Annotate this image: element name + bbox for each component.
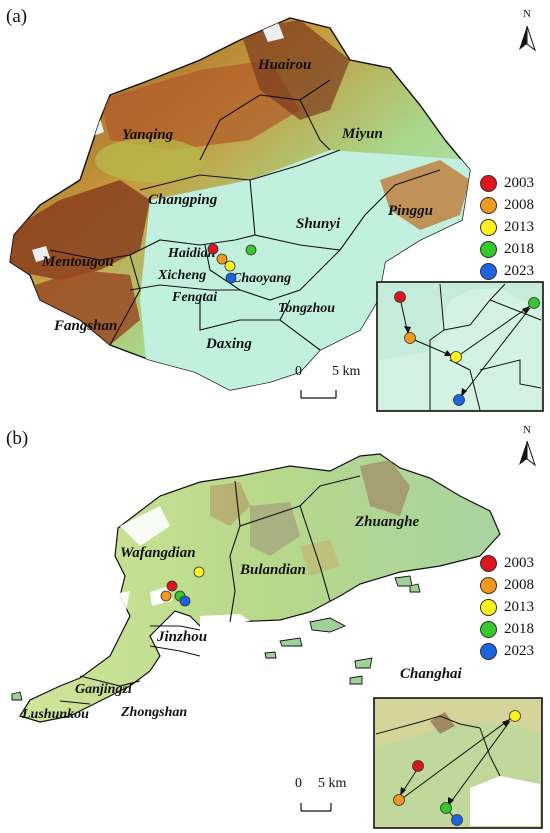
district-label-ganjingzi: Ganjingzi bbox=[75, 682, 132, 697]
panel-a-beijing-map: (a) bbox=[0, 0, 550, 416]
point-2018 bbox=[245, 244, 257, 256]
inset-point-2023 bbox=[453, 394, 465, 406]
islands bbox=[11, 575, 421, 701]
north-arrow-icon bbox=[519, 440, 536, 467]
district-label-xicheng: Xicheng bbox=[157, 268, 206, 283]
district-label-bulandian: Bulandian bbox=[239, 562, 306, 578]
district-label-shunyi: Shunyi bbox=[296, 216, 341, 232]
north-label-b: N bbox=[523, 424, 531, 436]
legend-item: 2003 bbox=[480, 552, 534, 574]
inset-point-2018 bbox=[528, 297, 540, 309]
legend-year: 2018 bbox=[504, 620, 534, 637]
panel-b-dalian-map: (b) bbox=[0, 416, 550, 833]
legend-year: 2018 bbox=[504, 240, 534, 257]
legend-year: 2003 bbox=[504, 174, 534, 191]
legend-dot-2008 bbox=[480, 196, 497, 214]
district-label-jinzhou: Jinzhou bbox=[156, 629, 207, 645]
dalian-center-points bbox=[160, 566, 205, 607]
district-label-changping: Changping bbox=[148, 192, 218, 208]
district-label-daxing: Daxing bbox=[205, 336, 252, 352]
district-label-chaoyang: Chaoyang bbox=[232, 271, 291, 286]
point-2008 bbox=[160, 590, 172, 602]
point-2013 bbox=[224, 260, 236, 272]
legend-item: 2013 bbox=[480, 596, 534, 618]
scale-zero-a: 0 bbox=[295, 364, 302, 379]
inset-point-2003 bbox=[412, 760, 424, 772]
legend-item: 2008 bbox=[480, 194, 534, 216]
district-label-tongzhou: Tongzhou bbox=[278, 301, 335, 316]
point-2003 bbox=[166, 580, 178, 592]
district-label-huairou: Huairou bbox=[257, 57, 311, 73]
district-label-lushunkou: Lushunkou bbox=[21, 707, 89, 722]
inset-point-2018 bbox=[440, 802, 452, 814]
north-label-a-wrap: N bbox=[515, 8, 539, 20]
panel-label-b: (b) bbox=[6, 428, 29, 449]
district-label-zhuanghe: Zhuanghe bbox=[354, 514, 420, 530]
district-label-wafangdian: Wafangdian bbox=[120, 545, 196, 561]
dalian-map-svg: Zhuanghe Wafangdian Bulandian Jinzhou Ch… bbox=[11, 440, 543, 829]
district-label-mentougou: Mentougou bbox=[41, 254, 114, 270]
legend-dot-2023 bbox=[480, 642, 497, 660]
legend-year: 2013 bbox=[504, 218, 534, 235]
point-2023 bbox=[225, 272, 237, 284]
district-label-miyun: Miyun bbox=[341, 126, 383, 142]
beijing-map-svg: Huairou Yanqing Miyun Changping Pinggu S… bbox=[9, 17, 544, 412]
scale-bar-b bbox=[300, 803, 332, 812]
north-arrow-icon bbox=[519, 25, 536, 52]
scale-distance-b: 5 km bbox=[318, 776, 347, 791]
district-label-changhai: Changhai bbox=[400, 666, 463, 682]
legend-year: 2008 bbox=[504, 576, 534, 593]
inset-point-2013 bbox=[509, 710, 521, 722]
point-2003 bbox=[207, 243, 219, 255]
legend-year: 2003 bbox=[504, 554, 534, 571]
legend-dot-2018 bbox=[480, 240, 497, 258]
legend-year: 2013 bbox=[504, 598, 534, 615]
legend-item: 2003 bbox=[480, 172, 534, 194]
inset-point-2008 bbox=[404, 332, 416, 344]
beijing-district-labels: Huairou Yanqing Miyun Changping Pinggu S… bbox=[41, 57, 433, 352]
legend-dot-2003 bbox=[480, 554, 497, 572]
legend-item: 2023 bbox=[480, 640, 534, 662]
north-label-a: N bbox=[523, 8, 531, 20]
legend-item: 2013 bbox=[480, 216, 534, 238]
north-label-b-wrap: N bbox=[515, 424, 539, 436]
legend-b: 2003 2008 2013 2018 2023 bbox=[480, 552, 534, 662]
district-label-fangshan: Fangshan bbox=[53, 318, 117, 334]
scale-bar-a bbox=[300, 390, 337, 399]
point-2008 bbox=[216, 253, 228, 265]
legend-dot-2013 bbox=[480, 598, 497, 616]
legend-dot-2013 bbox=[480, 218, 497, 236]
inset-point-2003 bbox=[394, 291, 406, 303]
legend-year: 2008 bbox=[504, 196, 534, 213]
legend-year: 2023 bbox=[504, 642, 534, 659]
inset-point-2023 bbox=[451, 814, 463, 826]
legend-dot-2008 bbox=[480, 576, 497, 594]
inset-point-2008 bbox=[393, 794, 405, 806]
point-2023 bbox=[179, 595, 191, 607]
legend-dot-2023 bbox=[480, 262, 497, 280]
legend-item: 2023 bbox=[480, 260, 534, 282]
panel-label-a: (a) bbox=[6, 6, 28, 27]
scale-distance-a: 5 km bbox=[332, 364, 361, 379]
point-2013 bbox=[193, 566, 205, 578]
legend-dot-2003 bbox=[480, 174, 497, 192]
legend-item: 2018 bbox=[480, 238, 534, 260]
legend-a: 2003 2008 2013 2018 2023 bbox=[480, 172, 534, 282]
legend-item: 2018 bbox=[480, 618, 534, 640]
dalian-inset bbox=[373, 697, 543, 829]
district-label-fengtai: Fengtai bbox=[171, 290, 217, 305]
beijing-center-points bbox=[207, 243, 257, 284]
district-label-haidian: Haidian bbox=[167, 246, 216, 261]
legend-year: 2023 bbox=[504, 262, 534, 279]
scale-zero-b: 0 bbox=[295, 776, 302, 791]
beijing-inset bbox=[376, 281, 544, 412]
legend-item: 2008 bbox=[480, 574, 534, 596]
inset-point-2013 bbox=[450, 351, 462, 363]
district-label-pinggu: Pinggu bbox=[388, 203, 433, 219]
dalian-district-labels: Zhuanghe Wafangdian Bulandian Jinzhou Ch… bbox=[21, 514, 463, 722]
district-label-yanqing: Yanqing bbox=[122, 127, 174, 143]
district-label-zhongshan: Zhongshan bbox=[120, 705, 187, 720]
legend-dot-2018 bbox=[480, 620, 497, 638]
